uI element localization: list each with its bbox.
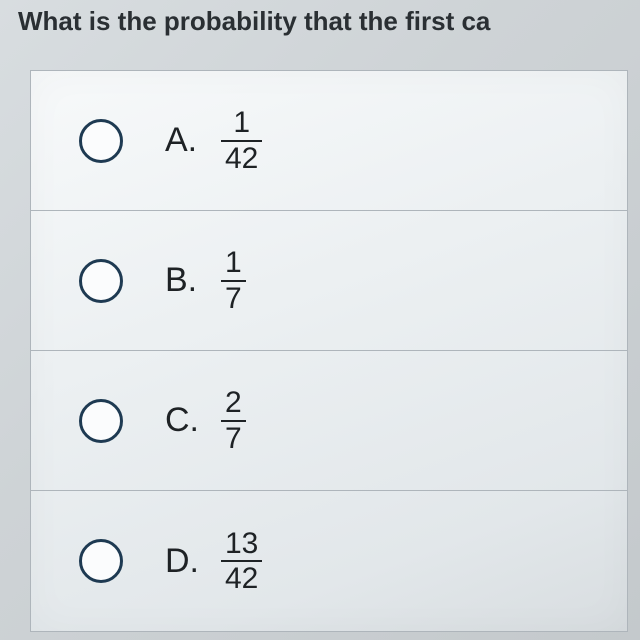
denominator: 7: [221, 280, 246, 315]
option-row-a[interactable]: A. 1 42: [31, 71, 627, 211]
option-row-b[interactable]: B. 1 7: [31, 211, 627, 351]
options-box: A. 1 42 B. 1 7 C. 2 7 D.: [30, 70, 628, 632]
fraction-c: 2 7: [221, 387, 246, 454]
option-row-c[interactable]: C. 2 7: [31, 351, 627, 491]
radio-b[interactable]: [79, 259, 123, 303]
numerator: 2: [221, 387, 246, 420]
radio-c[interactable]: [79, 399, 123, 443]
radio-a[interactable]: [79, 119, 123, 163]
quiz-page: What is the probability that the first c…: [0, 0, 640, 640]
fraction-b: 1 7: [221, 247, 246, 314]
denominator: 7: [221, 420, 246, 455]
radio-d[interactable]: [79, 539, 123, 583]
option-label-b: B.: [165, 261, 209, 300]
numerator: 1: [221, 247, 246, 280]
numerator: 13: [221, 528, 262, 561]
option-label-a: A.: [165, 121, 209, 160]
fraction-a: 1 42: [221, 107, 262, 174]
fraction-d: 13 42: [221, 528, 262, 595]
denominator: 42: [221, 560, 262, 595]
denominator: 42: [221, 140, 262, 175]
option-label-d: D.: [165, 542, 209, 581]
numerator: 1: [229, 107, 254, 140]
question-text: What is the probability that the first c…: [18, 6, 640, 37]
option-label-c: C.: [165, 401, 209, 440]
option-row-d[interactable]: D. 13 42: [31, 491, 627, 631]
